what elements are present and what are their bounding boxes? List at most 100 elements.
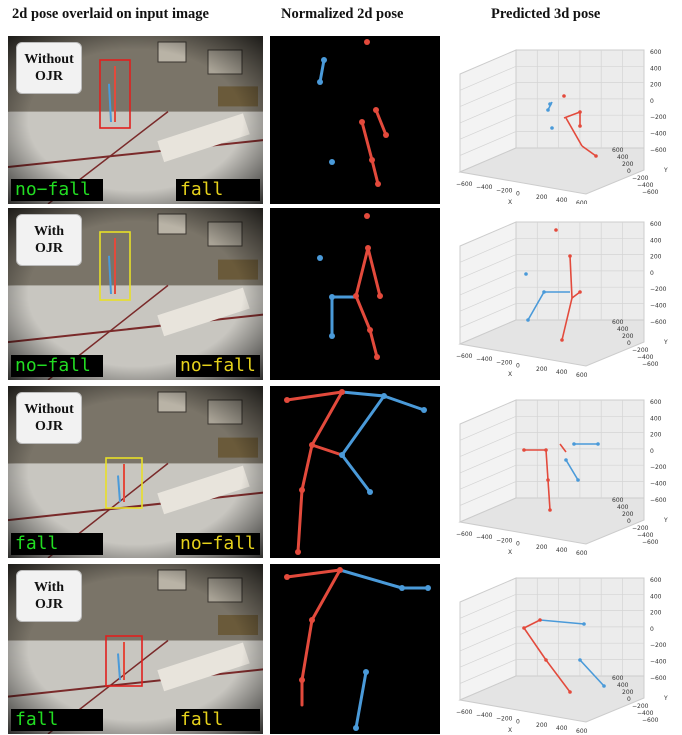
limb-right — [382, 394, 426, 412]
joint-left — [359, 119, 365, 125]
joint-left — [383, 132, 389, 138]
joint-right — [329, 159, 335, 165]
y-tick-label: −600 — [642, 539, 659, 546]
joint-left — [299, 487, 305, 493]
x-tick-label: 400 — [556, 725, 568, 732]
joint-left-3d — [538, 618, 542, 622]
limb-left — [300, 618, 314, 682]
joint-right-3d — [582, 622, 586, 626]
limb-left-3d — [559, 443, 567, 453]
z-tick-label: −600 — [650, 497, 667, 504]
limb-left — [310, 443, 344, 457]
z-tick-label: 0 — [650, 98, 654, 105]
y-axis-label: Y — [663, 517, 668, 524]
x-tick-label: 0 — [516, 541, 520, 548]
input-image-panel: With OJR no−fall no−fall — [8, 208, 263, 380]
y-tick-label: −400 — [637, 354, 654, 361]
z-tick-label: −600 — [650, 319, 667, 326]
x-tick-label: −200 — [496, 187, 513, 194]
y-tick-label: 600 — [612, 319, 624, 326]
predicted-3d-pose-panel: 600 400 200 0 −200 −400 −600 −600 −400 −200 0 200 40… — [446, 564, 682, 734]
y-tick-label: −200 — [632, 347, 649, 354]
limb-left — [310, 390, 344, 447]
y-tick-label: 200 — [622, 689, 634, 696]
x-tick-label: −400 — [476, 356, 493, 363]
joint-right — [421, 407, 427, 413]
joint-right-3d — [542, 290, 546, 294]
x-axis-label: X — [508, 727, 512, 734]
z-tick-label: 200 — [650, 610, 662, 617]
x-tick-label: −600 — [456, 181, 473, 188]
joint-right — [367, 489, 373, 495]
z-tick-label: −600 — [650, 675, 667, 682]
input-image-panel: Without OJR no−fall fall — [8, 36, 263, 204]
x-tick-label: 0 — [516, 719, 520, 726]
limb-left — [285, 568, 342, 579]
z-tick-label: −200 — [650, 114, 667, 121]
z-tick-label: −400 — [650, 659, 667, 666]
limb-left-3d — [561, 297, 573, 341]
joint-left-3d — [594, 154, 598, 158]
z-tick-label: −400 — [650, 481, 667, 488]
z-tick-label: 200 — [650, 254, 662, 261]
method-label-line2: OJR — [35, 241, 63, 256]
y-tick-label: 200 — [622, 161, 634, 168]
col-title-input: 2d pose overlaid on input image — [12, 6, 209, 22]
z-tick-label: 400 — [650, 237, 662, 244]
joint-right-3d — [572, 442, 576, 446]
y-tick-label: 600 — [612, 497, 624, 504]
limb-left — [374, 108, 388, 137]
z-tick-label: 600 — [650, 577, 662, 584]
z-tick-label: 0 — [650, 626, 654, 633]
person-bounding-box — [99, 59, 131, 129]
joint-left-3d — [522, 448, 526, 452]
joint-left-3d — [578, 290, 582, 294]
y-axis-label: Y — [663, 339, 668, 346]
joint-left-3d — [554, 228, 558, 232]
z-tick-label: 0 — [650, 448, 654, 455]
normalized-2d-pose-panel — [270, 386, 440, 558]
limb-right — [340, 394, 386, 457]
joint-right-3d — [564, 458, 568, 462]
joint-right-3d — [550, 126, 554, 130]
limb-left-3d — [581, 145, 597, 157]
person-bounding-box — [99, 231, 131, 301]
x-tick-label: 400 — [556, 369, 568, 376]
joint-left — [309, 442, 315, 448]
predicted-3d-pose-panel: 600 400 200 0 −200 −400 −600 −600 −400 −200 0 200 40… — [446, 36, 682, 204]
x-tick-label: 400 — [556, 197, 568, 204]
x-tick-label: 600 — [576, 728, 588, 734]
joint-left — [284, 574, 290, 580]
x-axis-label: X — [508, 371, 512, 378]
x-tick-label: 200 — [536, 544, 548, 551]
joint-right — [353, 725, 359, 731]
limb-left — [370, 158, 380, 186]
z-tick-label: −200 — [650, 286, 667, 293]
limb-right — [354, 670, 368, 730]
y-tick-label: −200 — [632, 175, 649, 182]
z-tick-label: −200 — [650, 642, 667, 649]
col-title-3d: Predicted 3d pose — [491, 6, 601, 22]
joint-left — [299, 677, 305, 683]
x-axis-label: X — [508, 549, 512, 556]
joint-left-3d — [578, 124, 582, 128]
right-prediction: no−fall — [176, 533, 260, 555]
x-tick-label: −400 — [476, 184, 493, 191]
joint-left-3d — [546, 478, 550, 482]
z-tick-label: −400 — [650, 131, 667, 138]
y-tick-label: 200 — [622, 511, 634, 518]
y-tick-label: 600 — [612, 675, 624, 682]
y-tick-label: 400 — [617, 504, 629, 511]
limb-left — [368, 328, 379, 359]
method-label: With OJR — [16, 214, 82, 266]
joint-left — [375, 181, 381, 187]
left-prediction: fall — [11, 533, 103, 555]
y-tick-label: 200 — [622, 333, 634, 340]
joint-left — [337, 567, 343, 573]
x-tick-label: −200 — [496, 537, 513, 544]
z-tick-label: 600 — [650, 399, 662, 406]
y-tick-label: 400 — [617, 154, 629, 161]
y-axis-label: Y — [663, 695, 668, 702]
method-label-line2: OJR — [35, 69, 63, 84]
right-prediction: fall — [176, 179, 260, 201]
